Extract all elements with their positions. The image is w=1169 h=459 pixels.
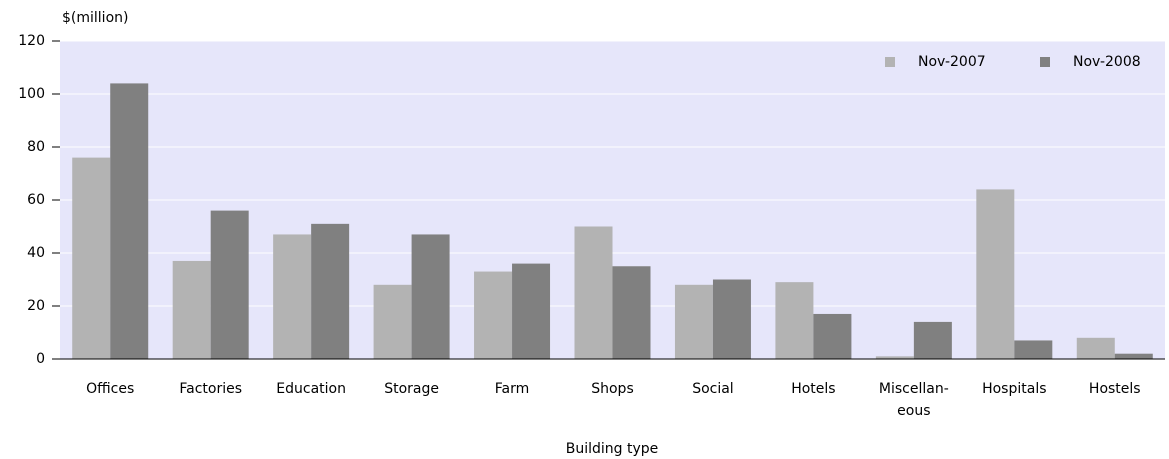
x-axis-label: Building type xyxy=(566,441,659,457)
bar xyxy=(913,321,952,359)
x-tick-label: Hotels xyxy=(791,381,836,397)
bar xyxy=(574,226,613,359)
bar xyxy=(813,313,852,359)
x-tick-label: Farm xyxy=(494,381,530,397)
x-tick-label: Miscellan-eous xyxy=(878,381,949,419)
y-tick-label: 100 xyxy=(18,86,45,102)
x-tick-label: Hostels xyxy=(1088,381,1141,397)
bar xyxy=(875,356,914,359)
y-tick-label: 0 xyxy=(36,351,45,367)
bar xyxy=(775,282,814,359)
bar xyxy=(1076,337,1115,359)
x-tick-label: Storage xyxy=(384,381,439,397)
bar xyxy=(612,266,651,359)
bar xyxy=(72,157,111,359)
bar xyxy=(474,271,513,359)
bar xyxy=(976,189,1015,359)
bar xyxy=(712,279,751,359)
bar xyxy=(311,223,350,359)
x-tick-label: Shops xyxy=(591,381,634,397)
y-tick-label: 80 xyxy=(27,139,45,155)
legend-swatch xyxy=(885,57,895,67)
x-tick-label: Offices xyxy=(86,381,135,397)
y-tick-label: 120 xyxy=(18,33,45,49)
y-tick-label: 20 xyxy=(27,298,45,314)
bar xyxy=(512,263,551,359)
bar xyxy=(674,284,713,359)
bar xyxy=(172,260,211,359)
bar xyxy=(210,210,249,359)
legend-swatch xyxy=(1040,57,1050,67)
legend-label: Nov-2008 xyxy=(1073,54,1141,70)
x-tick-label: Hospitals xyxy=(982,381,1047,397)
bar xyxy=(373,284,412,359)
x-tick-label: Factories xyxy=(179,381,242,397)
legend-label: Nov-2007 xyxy=(918,54,986,70)
bar xyxy=(1014,340,1053,359)
x-tick-label: Education xyxy=(276,381,346,397)
x-tick-label: Social xyxy=(692,381,734,397)
bar xyxy=(273,234,312,359)
y-axis-label: $(million) xyxy=(62,10,128,26)
bar xyxy=(1114,353,1153,359)
bar xyxy=(110,83,149,360)
y-tick-label: 60 xyxy=(27,192,45,208)
bar xyxy=(411,234,450,359)
y-tick-label: 40 xyxy=(27,245,45,261)
